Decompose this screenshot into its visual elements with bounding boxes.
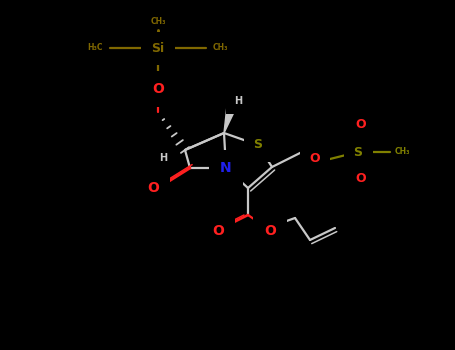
Text: H₃C: H₃C bbox=[87, 43, 103, 52]
Text: S: S bbox=[354, 146, 363, 159]
Text: O: O bbox=[356, 172, 366, 184]
Text: O: O bbox=[264, 224, 276, 238]
Text: H: H bbox=[234, 96, 242, 106]
Text: CH₃: CH₃ bbox=[150, 17, 166, 26]
Text: Si: Si bbox=[152, 42, 165, 55]
Text: CH₃: CH₃ bbox=[395, 147, 410, 156]
Text: O: O bbox=[147, 181, 159, 195]
Text: O: O bbox=[152, 82, 164, 96]
Text: O: O bbox=[310, 153, 320, 166]
Text: H: H bbox=[159, 153, 167, 163]
Text: O: O bbox=[356, 119, 366, 132]
Text: N: N bbox=[220, 161, 232, 175]
Text: S: S bbox=[253, 139, 263, 152]
Text: CH₃: CH₃ bbox=[213, 43, 228, 52]
Text: O: O bbox=[212, 224, 224, 238]
Polygon shape bbox=[224, 104, 237, 133]
